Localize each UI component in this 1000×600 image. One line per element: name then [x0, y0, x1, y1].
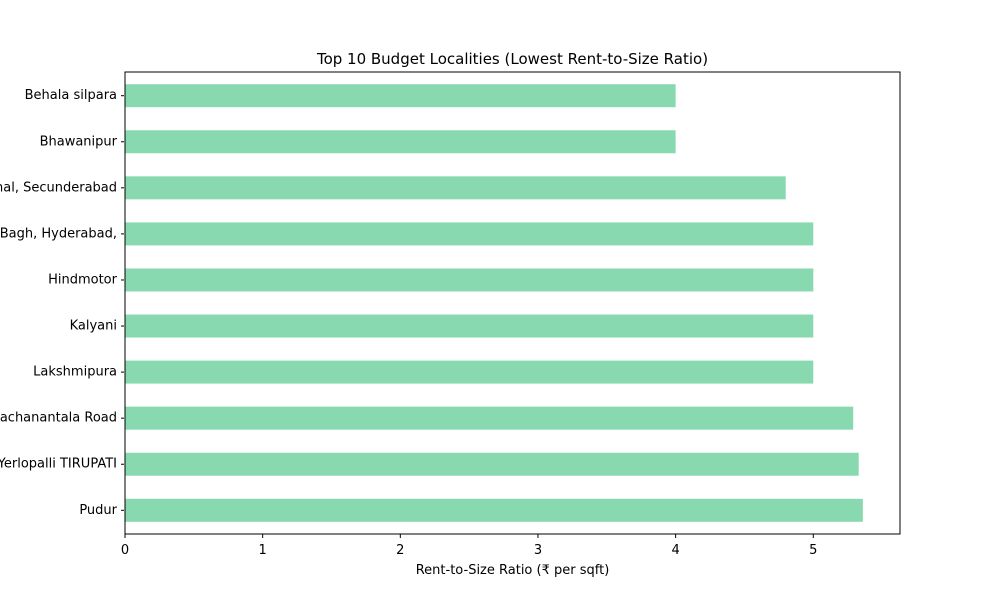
bar — [125, 314, 814, 338]
x-tick-label: 2 — [396, 543, 404, 558]
bar — [125, 222, 814, 246]
y-tick-label: Kachanantala Road — [0, 411, 117, 426]
y-tick-label: Lakshmipura — [33, 365, 117, 380]
x-tick-label: 0 — [121, 543, 129, 558]
y-tick-label: Behala silpara — [25, 88, 117, 103]
x-tick-label: 5 — [809, 543, 817, 558]
y-tick-label: Pudur — [79, 503, 117, 518]
y-axis-ticks: Behala silpara Bhawanipur Bolarum, Kapra, … — [0, 88, 124, 518]
x-tick-label: 1 — [259, 543, 267, 558]
bar — [125, 84, 676, 108]
y-tick-label: Bolarum, Kapra, Medchal, Secunderabad — [0, 180, 117, 195]
bars-group — [125, 84, 863, 522]
bar — [125, 406, 854, 430]
bar — [125, 498, 863, 522]
bar — [125, 130, 676, 154]
y-tick-label: Bhawanipur — [40, 134, 118, 149]
y-tick-label: Kalyani — [70, 319, 117, 334]
bar — [125, 452, 859, 476]
x-axis-ticks: 0 1 2 3 4 5 — [121, 534, 817, 558]
y-tick-label: Hindmotor — [48, 272, 118, 287]
bar — [125, 268, 814, 292]
y-tick-label: Yerlopalli TIRUPATI — [0, 457, 117, 472]
bar — [125, 360, 814, 384]
bar — [125, 176, 786, 200]
x-tick-label: 4 — [671, 543, 679, 558]
chart-title: Top 10 Budget Localities (Lowest Rent-to… — [316, 50, 708, 68]
y-tick-label: Bandlaguda Jagir, Himayat Bagh, Hyderaba… — [0, 226, 117, 241]
x-tick-label: 3 — [534, 543, 542, 558]
x-axis-label: Rent-to-Size Ratio (₹ per sqft) — [416, 563, 610, 578]
plot-frame — [124, 71, 901, 535]
